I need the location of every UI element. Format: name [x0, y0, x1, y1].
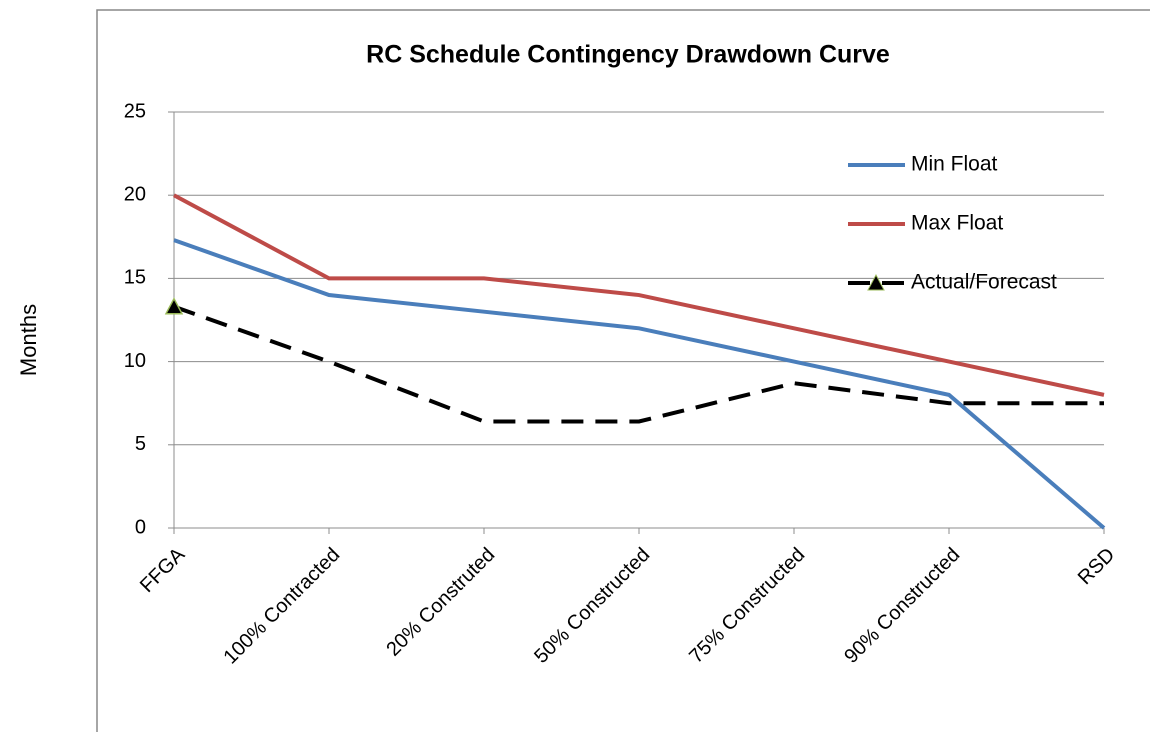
y-tick-label: 15	[124, 267, 146, 289]
legend-label: Max Float	[911, 212, 1003, 235]
series-line	[173, 193, 1105, 397]
data-marker	[164, 297, 184, 315]
y-tick-label: 5	[135, 433, 146, 455]
y-tick-label: 20	[124, 183, 146, 205]
chart-title: RC Schedule Contingency Drawdown Curve	[366, 41, 890, 69]
y-tick-label: 25	[124, 100, 146, 122]
legend-label: Actual/Forecast	[911, 271, 1057, 294]
y-tick-label: 0	[135, 516, 146, 538]
series-line	[173, 304, 1104, 424]
chart-frame	[96, 9, 1150, 737]
y-axis-label: Months	[16, 304, 41, 376]
y-tick-label: 10	[124, 350, 146, 372]
legend-label: Min Float	[911, 153, 998, 176]
series-line	[173, 238, 1106, 530]
legend-marker	[867, 273, 885, 291]
